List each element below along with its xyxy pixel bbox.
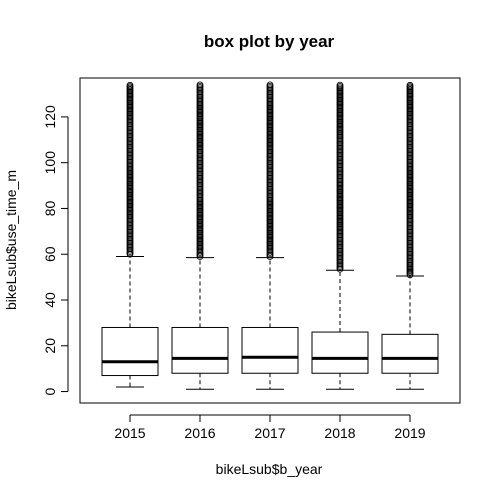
x-axis: 2015 2016 2017 2018 2019: [114, 414, 426, 441]
y-tick-label: 60: [42, 246, 58, 262]
box-2015: [101, 81, 159, 388]
plot-area-frame: [79, 77, 461, 404]
outliers: [126, 81, 134, 258]
x-tick-label: 2017: [254, 425, 285, 441]
y-tick-label: 20: [42, 338, 58, 354]
x-tick-label: 2018: [324, 425, 355, 441]
chart-title: box plot by year: [204, 32, 335, 51]
y-axis-label: bikeLsub$use_time_m: [3, 170, 19, 310]
box-2018: [311, 81, 369, 390]
y-tick-label: 100: [42, 151, 58, 175]
outliers: [196, 81, 204, 260]
outlier-point: [336, 81, 344, 89]
x-axis-label: bikeLsub$b_year: [216, 461, 323, 477]
iqr-box: [171, 326, 229, 374]
outliers: [336, 81, 344, 273]
x-tick-label: 2016: [184, 425, 215, 441]
x-tick-label: 2019: [394, 425, 425, 441]
box-2016: [171, 81, 229, 390]
box-2019: [381, 81, 439, 390]
boxes-layer: [101, 81, 439, 390]
iqr-box: [101, 326, 159, 377]
x-tick-label: 2015: [114, 425, 145, 441]
iqr-box: [241, 326, 299, 374]
iqr-box: [381, 333, 439, 374]
y-tick-label: 40: [42, 292, 58, 308]
y-tick-label: 120: [42, 105, 58, 129]
y-axis: 0 20 40 60 80 100 120: [42, 105, 69, 395]
iqr-box: [311, 331, 369, 374]
y-tick-label: 80: [42, 200, 58, 216]
box-2017: [241, 81, 299, 390]
outliers: [406, 81, 414, 279]
outlier-point: [266, 81, 274, 89]
outlier-point: [196, 81, 204, 89]
outliers: [266, 81, 274, 260]
y-tick-label: 0: [42, 387, 58, 395]
outlier-point: [126, 81, 134, 89]
outlier-point: [406, 81, 414, 89]
